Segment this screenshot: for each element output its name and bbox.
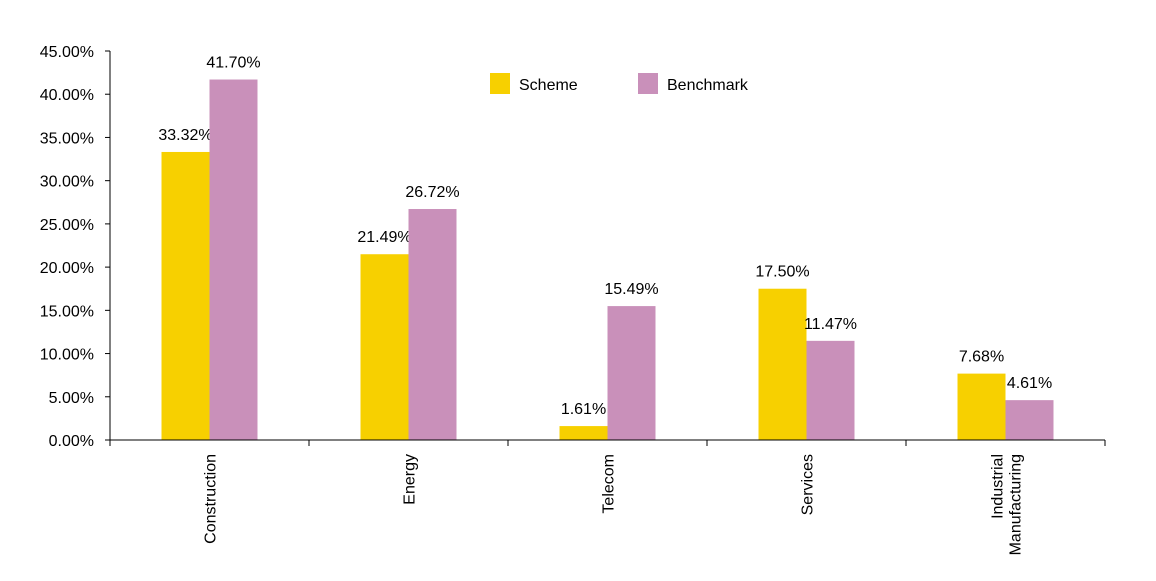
category-label-line: Construction: [203, 454, 220, 544]
category-label-line: Industrial: [990, 454, 1007, 519]
bar-scheme-2: [360, 254, 409, 440]
y-tick-label: 5.00%: [49, 390, 94, 407]
legend-label-scheme: Scheme: [519, 77, 578, 94]
y-axis: 0.00% 5.00% 10.00% 15.00% 20.00% 25.00% 30.00%…: [40, 44, 111, 450]
y-tick-label: 10.00%: [40, 347, 94, 364]
data-label-benchmark-3: 15.49%: [604, 281, 658, 298]
y-tick-label: 45.00%: [40, 44, 94, 61]
legend-label-benchmark: Benchmark: [667, 77, 749, 94]
bars: 33.32% 41.70% 21.49% 26.72% 1.61% 15.49% 17.50…: [158, 55, 1054, 441]
bar-scheme-5: [957, 373, 1006, 440]
bar-benchmark-2: [408, 209, 457, 440]
bar-scheme-1: [161, 151, 210, 441]
y-tick-label: 25.00%: [40, 217, 94, 234]
category-label-3: Telecom: [601, 454, 618, 514]
category-label-4: Services: [800, 454, 817, 515]
data-label-scheme-3: 1.61%: [561, 401, 606, 418]
bar-benchmark-1: [209, 79, 258, 440]
bar-scheme-3: [559, 426, 608, 440]
category-label-line: Services: [800, 454, 817, 515]
y-tick-label: 15.00%: [40, 303, 94, 320]
bar-scheme-4: [758, 288, 807, 440]
x-axis: Construction Energy Telecom Services Industr…: [109, 439, 1106, 555]
data-label-scheme-1: 33.32%: [158, 127, 212, 144]
legend-swatch-benchmark: [638, 73, 658, 94]
data-label-benchmark-4: 11.47%: [804, 316, 857, 333]
data-label-scheme-4: 17.50%: [755, 264, 809, 281]
bar-benchmark-4: [806, 340, 855, 440]
y-tick-label: 0.00%: [49, 433, 94, 450]
y-tick-label: 20.00%: [40, 260, 94, 277]
category-label-line: Telecom: [601, 454, 618, 514]
data-label-scheme-2: 21.49%: [357, 229, 411, 246]
y-tick-label: 35.00%: [40, 130, 94, 147]
y-tick-label: 30.00%: [40, 174, 94, 191]
category-label-line: Energy: [402, 454, 419, 505]
bar-benchmark-5: [1005, 400, 1054, 440]
data-label-benchmark-2: 26.72%: [405, 184, 459, 201]
category-label-line: Manufacturing: [1008, 454, 1025, 555]
category-label-5: IndustrialManufacturing: [990, 454, 1025, 555]
legend: Scheme Benchmark: [490, 73, 749, 94]
y-tick-label: 40.00%: [40, 87, 94, 104]
data-label-benchmark-1: 41.70%: [206, 55, 260, 72]
bar-benchmark-3: [607, 306, 656, 440]
legend-swatch-scheme: [490, 73, 510, 94]
data-label-benchmark-5: 4.61%: [1007, 375, 1052, 392]
category-label-2: Energy: [402, 454, 419, 505]
category-label-1: Construction: [203, 454, 220, 544]
data-label-scheme-5: 7.68%: [959, 349, 1004, 366]
